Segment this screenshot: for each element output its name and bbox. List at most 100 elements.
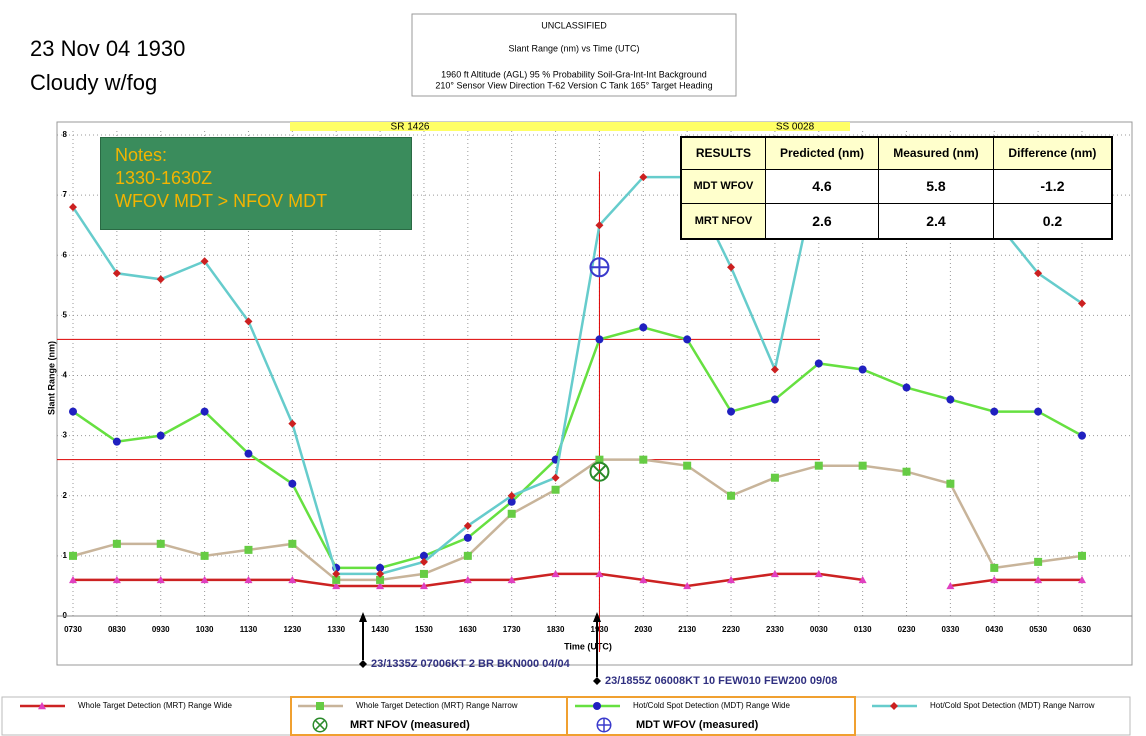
sun-annotation: SR 1426: [391, 122, 430, 133]
x-tick-label: 1330: [327, 625, 345, 634]
marker: [814, 569, 823, 578]
x-tick-label: 2330: [766, 625, 784, 634]
marker: [990, 407, 999, 416]
x-tick-label: 1830: [547, 625, 565, 634]
marker: [419, 581, 428, 590]
marker: [112, 575, 121, 584]
marker: [727, 491, 736, 500]
legend-label: Whole Target Detection (MRT) Range Wide: [78, 701, 233, 710]
marker: [419, 557, 428, 566]
y-axis-label: Slant Range (nm): [46, 341, 56, 415]
y-tick-label: 6: [63, 250, 68, 259]
marker: [244, 449, 253, 458]
cell: 2.4: [878, 203, 994, 240]
marker: [1078, 551, 1086, 560]
header-cell: RESULTS: [680, 136, 766, 170]
notes-line: WFOV MDT > NFOV MDT: [115, 191, 328, 211]
marker: [727, 407, 736, 416]
marker: [683, 461, 692, 470]
arrow-head: [593, 612, 601, 622]
marker: [595, 335, 604, 344]
cell: -1.2: [992, 168, 1113, 205]
marker: [727, 263, 736, 272]
x-tick-label: 0430: [985, 625, 1003, 634]
y-tick-label: 8: [63, 130, 68, 139]
marker: [946, 479, 955, 488]
legend-label: MDT WFOV (measured): [636, 719, 759, 731]
marker: [890, 702, 898, 710]
cell: 2.6: [764, 203, 880, 240]
weather-note: 23/1855Z 06008KT 10 FEW010 FEW200 09/08: [605, 675, 837, 687]
marker: [814, 359, 823, 368]
arrow-foot: [359, 660, 367, 668]
marker: [1078, 299, 1086, 308]
marker: [332, 581, 341, 590]
marker: [244, 575, 253, 584]
marker: [69, 551, 77, 560]
legend-highlight: [566, 696, 856, 736]
x-tick-label: 2230: [722, 625, 740, 634]
marker: [69, 203, 77, 212]
x-axis-label: Time (UTC): [564, 641, 612, 651]
x-tick-label: 0230: [898, 625, 916, 634]
date: 23 Nov 04 1930: [30, 36, 185, 61]
marker: [1034, 557, 1043, 566]
marker: [332, 575, 341, 584]
marker: [770, 395, 779, 404]
marker: [946, 581, 955, 590]
marker: [244, 317, 253, 326]
weather: Cloudy w/fog: [30, 70, 157, 95]
marker: [463, 521, 472, 530]
x-tick-label: 1030: [196, 625, 214, 634]
header-box: [411, 13, 737, 97]
marker: [683, 335, 692, 344]
row-label: MRT NFOV: [680, 203, 766, 240]
series-line: [72, 458, 1083, 582]
y-tick-label: 4: [63, 371, 68, 380]
symbol-ring: [589, 461, 610, 482]
marker: [639, 173, 648, 182]
marker: [990, 563, 999, 572]
marker: [463, 551, 472, 560]
marker: [814, 461, 823, 470]
marker: [902, 467, 911, 476]
marker: [288, 575, 297, 584]
marker: [376, 575, 385, 584]
header-row: RESULTS Predicted (nm) Measured (nm) Dif…: [680, 136, 1113, 170]
notes-box: Notes: 1330-1630Z WFOV MDT > NFOV MDT: [100, 137, 412, 230]
x-tick-label: 0630: [1073, 625, 1091, 634]
marker: [419, 551, 428, 560]
marker: [551, 569, 560, 578]
row-label: MDT WFOV: [680, 168, 766, 205]
x-tick-label: 1630: [459, 625, 477, 634]
x-tick-label: 1130: [240, 625, 258, 634]
y-tick-label: 7: [63, 190, 68, 199]
marker: [244, 545, 253, 554]
marker: [858, 461, 867, 470]
marker: [419, 569, 428, 578]
marker: [156, 275, 165, 284]
marker: [595, 569, 604, 578]
marker: [200, 551, 209, 560]
marker: [332, 569, 341, 578]
weather-note: 23/1335Z 07006KT 2 BR BKN000 04/04: [371, 658, 571, 670]
x-tick-label: 0930: [152, 625, 170, 634]
marker: [639, 455, 648, 464]
x-tick-label: 1230: [283, 625, 301, 634]
header-cell: Difference (nm): [992, 136, 1113, 170]
x-tick-label: 0730: [64, 625, 82, 634]
marker: [288, 479, 297, 488]
marker: [595, 221, 604, 230]
header-params: 210° Sensor View Direction T-62 Version …: [435, 80, 712, 90]
marker: [69, 407, 77, 416]
marker: [316, 702, 324, 710]
marker: [683, 581, 692, 590]
y-tick-label: 2: [63, 491, 68, 500]
cell: 0.2: [992, 203, 1113, 240]
symbol-stroke: [592, 464, 607, 479]
marker: [376, 581, 385, 590]
arrow-foot: [593, 677, 601, 685]
legend-label: Hot/Cold Spot Detection (MDT) Range Narr…: [930, 701, 1095, 710]
marker: [112, 539, 121, 548]
